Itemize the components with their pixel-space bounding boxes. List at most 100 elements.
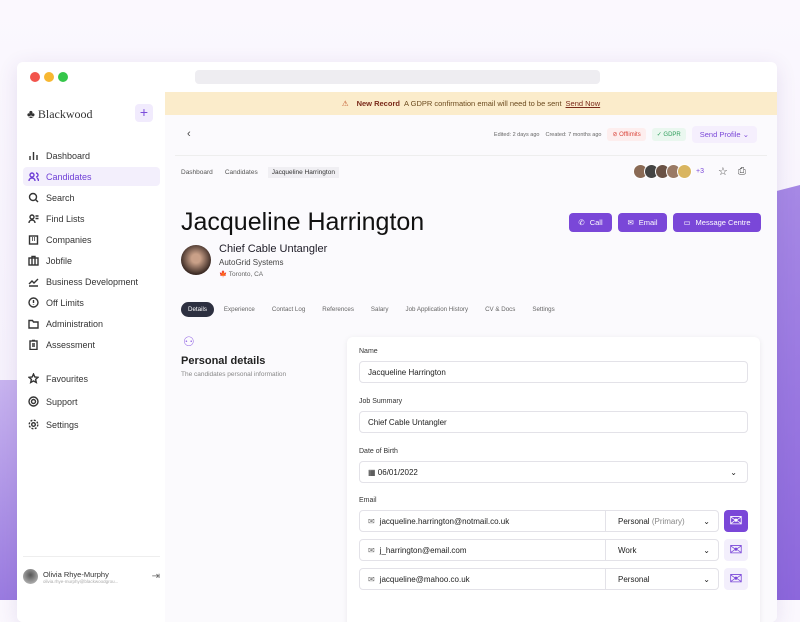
logout-icon[interactable]: ⇥	[151, 571, 160, 582]
sidebar-item-label: Dashboard	[46, 150, 91, 161]
user-profile[interactable]: Olivia Rhye-Murphy olivia.rhye-murphy@bl…	[23, 556, 160, 584]
tab-salary[interactable]: Salary	[363, 302, 396, 317]
send-email-button[interactable]: ✉	[724, 539, 748, 561]
message-centre-button[interactable]: ▭ Message Centre	[673, 213, 761, 232]
user-email: olivia.rhye-murphy@blackwoodgrou...	[43, 578, 119, 584]
sidebar-item-candidates[interactable]: Candidates	[23, 167, 160, 186]
sidebar-item-dashboard[interactable]: Dashboard	[23, 146, 160, 165]
sidebar-item-support[interactable]: Support	[23, 392, 160, 411]
sidebar-item-search[interactable]: Search	[23, 188, 160, 207]
main-content: ⚠ New Record A GDPR confirmation email w…	[165, 92, 777, 622]
personal-details-form: Name Jacqueline Harrington Job Summary C…	[347, 337, 760, 622]
candidate-company: AutoGrid Systems	[219, 258, 284, 267]
watchers[interactable]: +3 ☆ ⎙	[633, 164, 746, 179]
user-list-icon	[28, 214, 39, 224]
sidebar-item-label: Business Development	[46, 276, 139, 287]
email-address-input[interactable]: ✉ jacqueline.harrington@notmail.co.uk	[360, 517, 605, 526]
canada-flag-icon: 🍁	[219, 271, 228, 278]
tab-bar: Details Experience Contact Log References Sa…	[181, 302, 565, 317]
app-window: ♣ Blackwood + Dashboard Candidates Search F…	[17, 62, 777, 622]
tab-references[interactable]: References	[315, 302, 361, 317]
user-icon: ⚇	[183, 334, 195, 349]
section-title: Personal details	[181, 355, 266, 367]
breadcrumb-dashboard[interactable]: Dashboard	[181, 169, 213, 176]
record-toolbar: ‹ Edited: 2 days ago Created: 7 months a…	[175, 115, 767, 156]
star-icon	[28, 373, 39, 384]
dob-picker[interactable]: ▦ 06/01/2022 ⌄	[359, 461, 748, 483]
star-icon[interactable]: ☆	[717, 166, 728, 178]
add-button[interactable]: +	[135, 104, 153, 122]
print-icon[interactable]: ⎙	[737, 166, 746, 177]
offlimits-badge[interactable]: ⊘ Offlimits	[607, 128, 646, 141]
alert-circle-icon	[28, 297, 39, 308]
calendar-icon: ▦	[368, 467, 376, 477]
mail-icon: ✉	[729, 542, 743, 559]
send-email-button[interactable]: ✉	[724, 568, 748, 590]
user-name: Olivia Rhye-Murphy	[43, 569, 109, 579]
email-type-select[interactable]: Work ⌄	[605, 540, 718, 560]
sidebar: ♣ Blackwood + Dashboard Candidates Search F…	[17, 92, 165, 622]
banner-message: A GDPR confirmation email will need to b…	[403, 99, 562, 108]
candidate-name: Jacqueline Harrington	[181, 208, 425, 236]
email-address-input[interactable]: ✉ j_harrington@email.com	[360, 546, 605, 555]
sidebar-item-label: Assessment	[46, 339, 96, 350]
dob-value: 06/01/2022	[377, 467, 418, 477]
search-icon	[28, 192, 39, 203]
tab-contact-log[interactable]: Contact Log	[264, 302, 313, 317]
mail-icon: ✉	[729, 571, 743, 588]
mail-icon: ✉	[368, 516, 375, 526]
name-input[interactable]: Jacqueline Harrington	[359, 361, 748, 383]
chevron-down-icon: ⌄	[730, 467, 737, 477]
send-now-link[interactable]: Send Now	[565, 99, 601, 108]
close-window-button[interactable]	[30, 72, 40, 82]
email-type-select[interactable]: Personal ⌄	[605, 569, 718, 589]
minimize-window-button[interactable]	[44, 72, 54, 82]
tab-settings[interactable]: Settings	[525, 302, 562, 317]
tab-experience[interactable]: Experience	[216, 302, 262, 317]
sidebar-item-favourites[interactable]: Favourites	[23, 369, 160, 388]
sidebar-item-companies[interactable]: Companies	[23, 230, 160, 249]
email-address-input[interactable]: ✉ jacqueline@mahoo.co.uk	[360, 575, 605, 584]
gdpr-banner: ⚠ New Record A GDPR confirmation email w…	[165, 92, 777, 115]
back-icon[interactable]: ‹	[187, 128, 191, 140]
trend-icon	[28, 278, 39, 287]
sidebar-item-label: Off Limits	[46, 297, 84, 308]
candidate-title: Chief Cable Untangler	[219, 243, 328, 255]
sidebar-item-label: Find Lists	[46, 213, 85, 224]
bar-chart-icon	[29, 152, 38, 160]
tab-details[interactable]: Details	[181, 302, 214, 317]
sidebar-item-label: Candidates	[46, 171, 92, 182]
send-profile-button[interactable]: Send Profile ⌄	[691, 126, 757, 143]
email-button[interactable]: ✉ Email	[618, 213, 667, 232]
breadcrumb: Dashboard Candidates Jacqueline Harringt…	[179, 167, 339, 178]
chevron-down-icon: ⌄	[703, 516, 710, 526]
address-bar[interactable]	[195, 70, 600, 84]
more-watchers-count: +3	[696, 168, 704, 175]
edited-time: Edited: 2 days ago	[493, 131, 540, 138]
gdpr-badge[interactable]: ✓ GDPR	[651, 128, 686, 141]
sidebar-item-find-lists[interactable]: Find Lists	[23, 209, 160, 228]
chevron-down-icon: ⌄	[703, 574, 710, 584]
email-type-note: (Primary)	[651, 516, 685, 526]
sidebar-item-jobfile[interactable]: Jobfile	[23, 251, 160, 270]
email-type-select[interactable]: Personal (Primary) ⌄	[605, 511, 718, 531]
sidebar-item-administration[interactable]: Administration	[23, 314, 160, 333]
sidebar-item-off-limits[interactable]: Off Limits	[23, 293, 160, 312]
tab-job-application-history[interactable]: Job Application History	[398, 302, 476, 317]
maximize-window-button[interactable]	[58, 72, 68, 82]
message-label: Message Centre	[695, 218, 751, 227]
sidebar-item-assessment[interactable]: Assessment	[23, 335, 160, 354]
breadcrumb-candidates[interactable]: Candidates	[224, 169, 258, 176]
sidebar-item-settings[interactable]: Settings	[23, 415, 160, 434]
tab-cv-docs[interactable]: CV & Docs	[478, 302, 523, 317]
mail-icon: ✉	[627, 218, 634, 227]
chevron-down-icon: ⌄	[703, 545, 710, 555]
email-row: ✉ j_harrington@email.com Work ⌄	[359, 539, 719, 561]
job-summary-input[interactable]: Chief Cable Untangler	[359, 411, 748, 433]
sidebar-item-business-development[interactable]: Business Development	[23, 272, 160, 291]
call-button[interactable]: ✆ Call	[569, 213, 612, 232]
send-email-button[interactable]: ✉	[724, 510, 748, 532]
sidebar-item-label: Companies	[46, 234, 92, 245]
title-bar	[17, 62, 777, 92]
email-label: Email	[638, 218, 658, 227]
